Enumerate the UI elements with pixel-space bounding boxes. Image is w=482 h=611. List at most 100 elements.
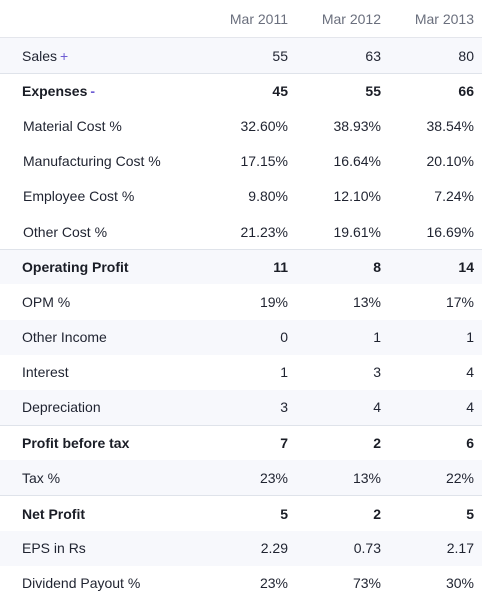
row-label: Material Cost % xyxy=(23,117,122,134)
table-cell: 3 xyxy=(280,399,288,416)
header-cells: Mar 2011 Mar 2012 Mar 2013 xyxy=(202,11,482,27)
table-row-net-profit: Net Profit 5 2 5 xyxy=(0,495,482,530)
row-label[interactable]: Sales + xyxy=(0,48,200,64)
table-cell: 0 xyxy=(280,329,288,346)
table-cell: 4 xyxy=(373,399,381,416)
table-cell: 1 xyxy=(280,364,288,381)
table-cell: 2.29 xyxy=(260,540,288,557)
table-cell: 11 xyxy=(273,259,288,276)
table-cell: 38.54% xyxy=(426,117,474,134)
row-cells: 0 1 1 xyxy=(202,329,482,345)
table-cell: 22% xyxy=(445,469,474,486)
table-cell: 23% xyxy=(259,575,288,592)
table-cell: 6 xyxy=(466,435,474,452)
table-cell: 7.24% xyxy=(434,188,474,205)
table-row-opm: OPM % 19% 13% 17% xyxy=(0,284,482,319)
row-label: Depreciation xyxy=(22,399,101,416)
row-label[interactable]: Expenses - xyxy=(0,83,200,99)
table-cell: 73% xyxy=(352,575,381,592)
table-row-sales[interactable]: Sales + 55 63 80 xyxy=(0,38,482,74)
table-row-tax: Tax % 23% 13% 22% xyxy=(0,460,482,496)
row-label: Other Income xyxy=(22,329,107,346)
table-cell: 66 xyxy=(458,83,474,100)
table-cell: 16.69% xyxy=(426,223,474,240)
row-cells: 17.15% 16.64% 20.10% xyxy=(202,153,482,169)
table-row-eps: EPS in Rs 2.29 0.73 2.17 xyxy=(0,530,482,566)
table-row-dividend-payout: Dividend Payout % 23% 73% 30% xyxy=(0,566,482,601)
table-cell: 4 xyxy=(466,364,474,381)
row-label: Dividend Payout % xyxy=(22,575,141,592)
row-cells: 19% 13% 17% xyxy=(202,294,482,310)
table-row-operating-profit: Operating Profit 11 8 14 xyxy=(0,249,482,285)
row-cells: 7 2 6 xyxy=(202,435,482,451)
row-cells: 3 4 4 xyxy=(202,399,482,415)
column-header: Mar 2012 xyxy=(321,10,381,27)
table-row-other-cost: Other Cost % 21.23% 19.61% 16.69% xyxy=(0,214,482,249)
row-label: Interest xyxy=(22,364,69,381)
table-cell: 0.73 xyxy=(353,540,381,557)
row-label: OPM % xyxy=(22,293,71,310)
table-cell: 4 xyxy=(466,399,474,416)
table-row-interest: Interest 1 3 4 xyxy=(0,355,482,390)
table-cell: 14 xyxy=(458,259,474,276)
row-label-text: Expenses xyxy=(22,83,88,100)
table-cell: 7 xyxy=(280,435,288,452)
table-cell: 9.80% xyxy=(248,188,288,205)
table-cell: 20.10% xyxy=(426,153,474,170)
row-label: Profit before tax xyxy=(22,435,130,452)
table-cell: 8 xyxy=(373,259,381,276)
table-cell: 3 xyxy=(373,364,381,381)
column-header: Mar 2013 xyxy=(414,10,474,27)
table-row-employee-cost: Employee Cost % 9.80% 12.10% 7.24% xyxy=(0,179,482,214)
table-cell: 19% xyxy=(259,293,288,310)
table-row-other-income: Other Income 0 1 1 xyxy=(0,319,482,355)
table-row-material-cost: Material Cost % 32.60% 38.93% 38.54% xyxy=(0,108,482,143)
row-cells: 1 3 4 xyxy=(202,364,482,380)
table-cell: 19.61% xyxy=(333,223,381,240)
row-cells: 45 55 66 xyxy=(202,83,482,99)
table-cell: 55 xyxy=(365,83,381,100)
table-cell: 12.10% xyxy=(333,188,381,205)
table-header: Mar 2011 Mar 2012 Mar 2013 xyxy=(0,0,482,38)
row-cells: 5 2 5 xyxy=(202,506,482,522)
table-cell: 2 xyxy=(373,505,381,522)
row-cells: 23% 73% 30% xyxy=(202,575,482,591)
table-row-manufacturing-cost: Manufacturing Cost % 17.15% 16.64% 20.10… xyxy=(0,144,482,179)
row-cells: 32.60% 38.93% 38.54% xyxy=(202,118,482,134)
row-label: Operating Profit xyxy=(22,259,129,276)
row-label: Tax % xyxy=(22,469,61,486)
row-label: EPS in Rs xyxy=(22,540,86,557)
table-row-profit-before-tax: Profit before tax 7 2 6 xyxy=(0,425,482,460)
row-cells: 11 8 14 xyxy=(202,259,482,275)
table-row-depreciation: Depreciation 3 4 4 xyxy=(0,389,482,426)
table-cell: 21.23% xyxy=(240,223,288,240)
row-label: Other Cost % xyxy=(23,223,108,240)
row-cells: 21.23% 19.61% 16.69% xyxy=(202,224,482,240)
table-cell: 55 xyxy=(272,47,288,64)
table-cell: 2.17 xyxy=(446,540,474,557)
row-label: Employee Cost % xyxy=(23,188,135,205)
column-header: Mar 2011 xyxy=(229,10,288,27)
table-cell: 2 xyxy=(373,435,381,452)
table-cell: 5 xyxy=(280,505,288,522)
expand-toggle-button[interactable]: + xyxy=(60,47,69,64)
table-cell: 16.64% xyxy=(333,153,381,170)
table-cell: 1 xyxy=(373,329,381,346)
row-cells: 55 63 80 xyxy=(202,48,482,64)
table-cell: 13% xyxy=(352,469,381,486)
table-cell: 17.15% xyxy=(240,153,288,170)
table-cell: 23% xyxy=(259,469,288,486)
table-row-expenses[interactable]: Expenses - 45 55 66 xyxy=(0,73,482,108)
collapse-toggle-button[interactable]: - xyxy=(90,83,96,100)
table-cell: 63 xyxy=(365,47,381,64)
table-cell: 5 xyxy=(466,505,474,522)
table-cell: 45 xyxy=(272,83,288,100)
table-cell: 30% xyxy=(445,575,474,592)
table-cell: 17% xyxy=(445,293,474,310)
row-label: Net Profit xyxy=(22,505,85,522)
table-cell: 13% xyxy=(352,293,381,310)
table-cell: 38.93% xyxy=(333,117,381,134)
row-cells: 23% 13% 22% xyxy=(202,470,482,486)
row-label-text: Sales xyxy=(22,47,58,64)
